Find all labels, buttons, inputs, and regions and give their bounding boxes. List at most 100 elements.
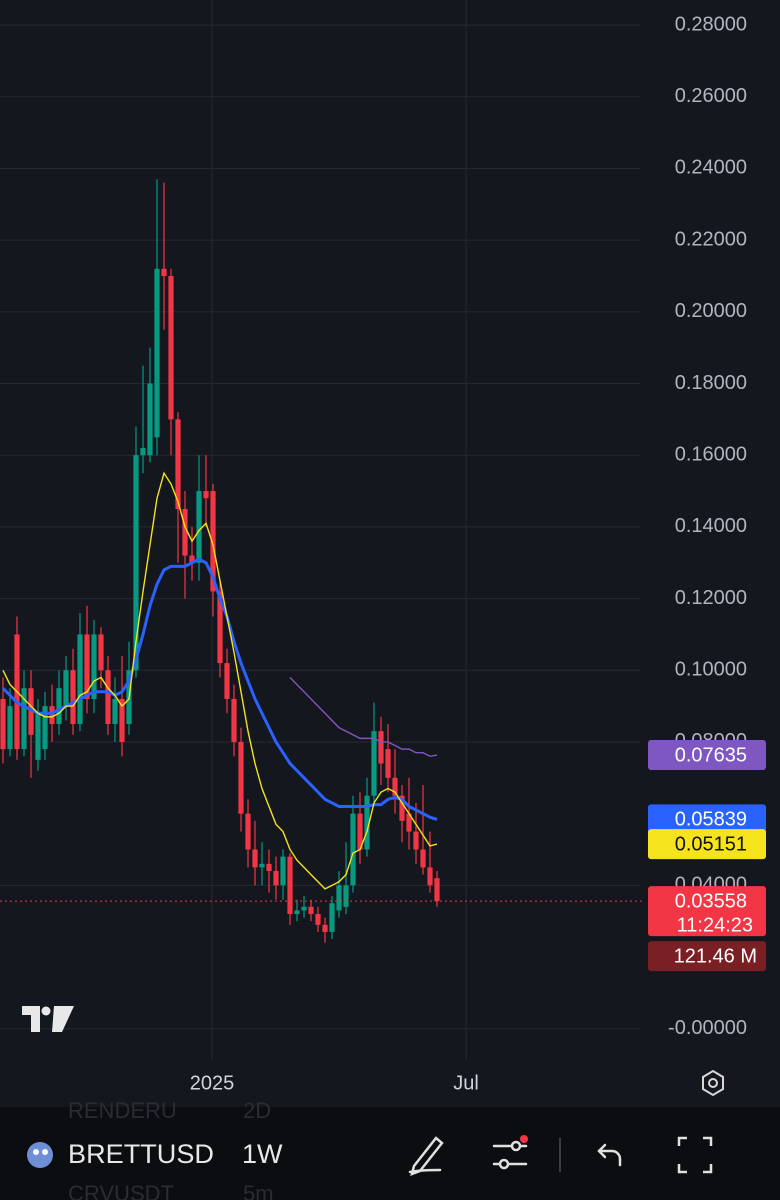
candle-body [98, 634, 104, 671]
candle-body [154, 268, 160, 438]
moving-average-line [2, 471, 438, 890]
candle-body [357, 813, 363, 850]
settings-button[interactable] [702, 1069, 724, 1097]
candle-body [63, 670, 69, 707]
candle-body [259, 863, 265, 868]
y-tick-label: 0.18000 [675, 372, 747, 394]
candle-body [133, 455, 139, 671]
candle-body [168, 275, 174, 420]
candle-body [364, 795, 370, 850]
volume-tag-label: 121.46 M [674, 945, 757, 967]
y-tick-label: 0.22000 [675, 228, 747, 250]
y-tick-label: 0.12000 [675, 587, 747, 609]
candle-body [434, 878, 440, 902]
y-tick-label: 0.20000 [675, 300, 747, 322]
candle-body [203, 491, 209, 499]
candle-body [119, 698, 125, 742]
candle-body [343, 885, 349, 907]
candle-body [35, 713, 41, 760]
candle-body [224, 663, 230, 699]
candle-body [210, 491, 216, 592]
candle-body [196, 491, 202, 563]
candle-body [0, 698, 6, 750]
candle-body [378, 731, 384, 764]
price-tag [648, 740, 766, 771]
candle-body [105, 670, 111, 725]
candle-body [273, 870, 279, 886]
fullscreen-button[interactable] [677, 1136, 713, 1174]
candle-body [329, 903, 335, 932]
candle-body [91, 634, 97, 699]
candle-body [294, 910, 300, 915]
chart-background [0, 0, 780, 1107]
y-tick-label: 0.24000 [675, 157, 747, 179]
candle-body [42, 706, 48, 750]
symbol[interactable]: BRETTUSD [68, 1139, 214, 1169]
candle-body [21, 688, 27, 750]
y-tick-label: 0.14000 [675, 515, 747, 537]
x-tick-label: 2025 [190, 1072, 235, 1094]
indicators-button[interactable] [492, 1135, 528, 1170]
candle-body [56, 688, 62, 725]
x-tick-label: Jul [453, 1072, 479, 1094]
candle-body [392, 777, 398, 796]
toolbar-background [0, 1107, 780, 1200]
candle-body [336, 885, 342, 911]
tv-logo [22, 1006, 74, 1032]
candle-body [399, 795, 405, 821]
plot [0, 179, 645, 943]
countdown: 11:24:23 [677, 914, 753, 936]
candle-body [413, 831, 419, 850]
candle-body [7, 706, 13, 750]
ghost-symbol: CRVUSDT [68, 1181, 174, 1200]
y-tick-label: 0.26000 [675, 85, 747, 107]
y-tick-label: 0.28000 [675, 13, 747, 35]
ghost-interval: 5m [243, 1181, 274, 1200]
grid: 0.28000 0.26000 0.24000 0.22000 0.20000 0.180… [0, 0, 747, 1094]
candle-body [238, 741, 244, 814]
candle-body [266, 863, 272, 871]
candle-body [147, 383, 153, 456]
price-tag [648, 804, 766, 835]
candle-body [28, 688, 34, 735]
candle-body [308, 906, 314, 915]
candle-body [315, 914, 321, 925]
symbol-icon[interactable] [27, 1142, 53, 1168]
price-tag-label: 0.03558 [675, 890, 747, 912]
candle-body [406, 813, 412, 832]
candle-body [287, 856, 293, 915]
undo-button[interactable] [597, 1143, 622, 1167]
candle-body [77, 634, 83, 725]
candle-body [161, 268, 167, 276]
candle-body [280, 856, 286, 886]
candle-body [420, 849, 426, 868]
price-tag-label: 0.05151 [675, 833, 747, 855]
candle-body [175, 419, 181, 509]
candle-body [112, 698, 118, 725]
y-tick-label: 0.16000 [675, 443, 747, 465]
candle-body [245, 813, 251, 850]
volume-tag [648, 941, 766, 972]
y-tick-label: 0.10000 [675, 659, 747, 681]
price-tag [648, 886, 766, 937]
candle-body [217, 591, 223, 664]
ghost-symbol: RENDERU [68, 1098, 177, 1123]
y-tick-label: -0.00000 [668, 1017, 747, 1039]
ghost-interval: 2D [243, 1098, 271, 1123]
candle-body [84, 634, 90, 699]
candle-body [49, 706, 55, 725]
candle-body [70, 670, 76, 725]
price-tag [648, 829, 766, 860]
candle-body [385, 749, 391, 778]
candle-body [371, 731, 377, 796]
candle-body [301, 906, 307, 911]
interval[interactable]: 1W [242, 1139, 283, 1169]
draw-button[interactable] [408, 1136, 444, 1177]
price-tag-label: 0.05839 [675, 809, 747, 831]
candle-body [350, 813, 356, 886]
candle-body [140, 448, 146, 456]
candle-body [182, 508, 188, 556]
candle-body [427, 867, 433, 886]
